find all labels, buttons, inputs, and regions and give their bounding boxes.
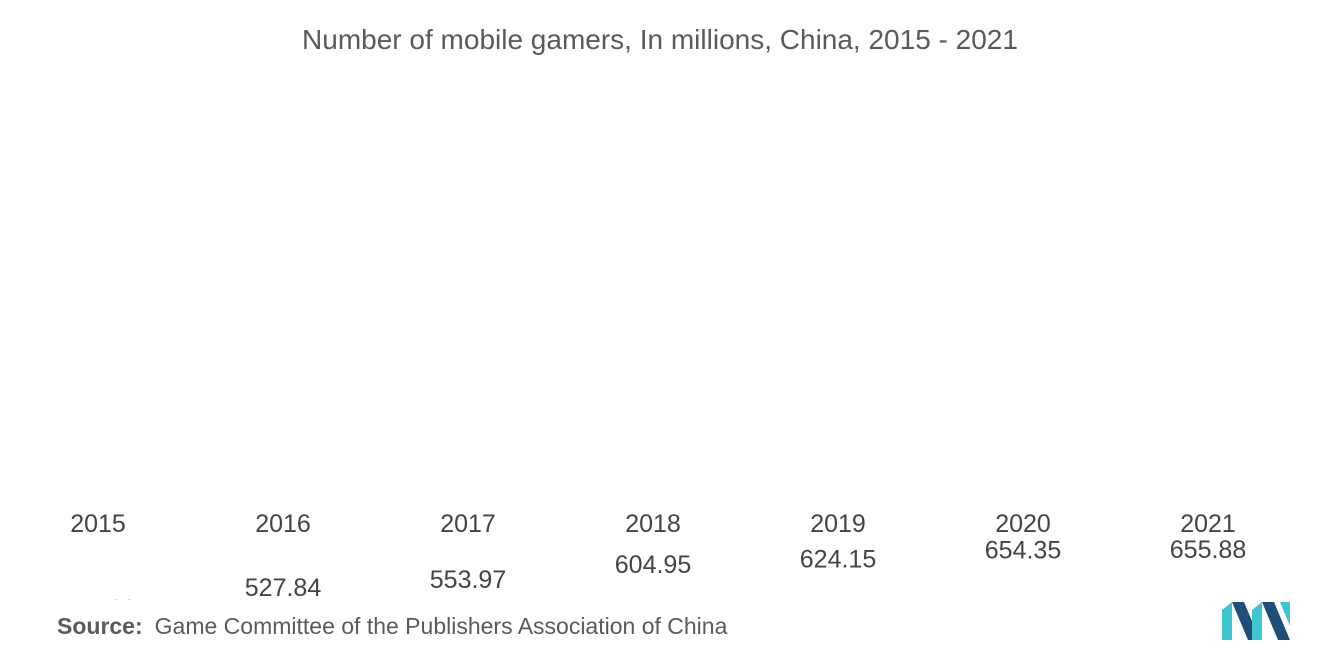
data-label-2019: 624.15 — [800, 545, 876, 573]
x-tick-label-2017: 2017 — [440, 510, 496, 538]
x-tick-label-2015: 2015 — [70, 510, 126, 538]
x-tick-label-2018: 2018 — [625, 510, 681, 538]
x-tick-label-2021: 2021 — [1180, 510, 1236, 538]
chart-title: Number of mobile gamers, In millions, Ch… — [302, 24, 1018, 55]
x-tick-label-2020: 2020 — [995, 510, 1051, 538]
data-label-2017: 553.97 — [430, 566, 506, 594]
source-label: Source: — [57, 613, 143, 639]
x-tick-label-2019: 2019 — [810, 510, 866, 538]
mordor-intelligence-logo-icon — [1222, 602, 1290, 640]
data-label-2018: 604.95 — [615, 551, 691, 579]
data-label-2016: 527.84 — [245, 574, 322, 600]
source-note: Source: Game Committee of the Publishers … — [57, 613, 727, 640]
data-label-2021: 655.88 — [1170, 536, 1246, 564]
data-label-2020: 654.35 — [985, 536, 1061, 564]
x-tick-label-2016: 2016 — [255, 510, 311, 538]
data-label-2015: 455.33 — [60, 596, 136, 601]
bar-chart: 455.33 2015 527.84 2016 553.97 2017 604.95 2018… — [60, 510, 1246, 601]
source-text: Game Committee of the Publishers Associa… — [154, 613, 728, 639]
